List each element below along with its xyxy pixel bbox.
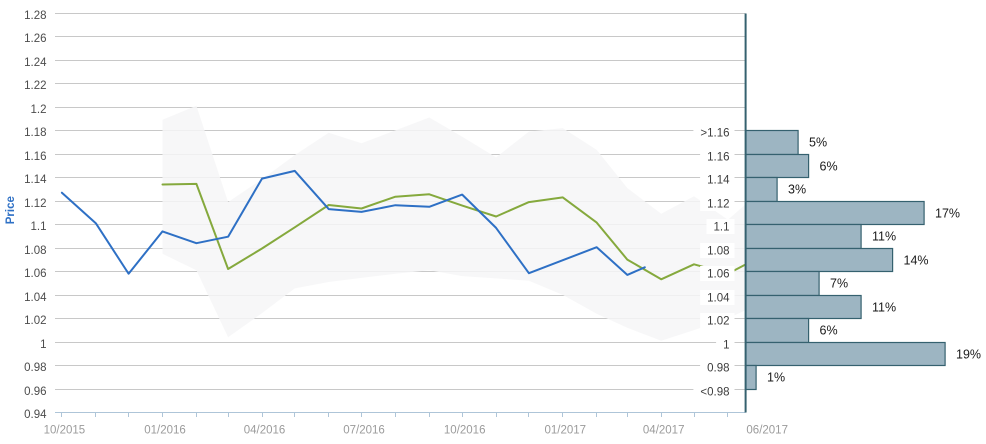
- svg-text:19%: 19%: [956, 347, 981, 361]
- svg-text:07/2016: 07/2016: [343, 425, 385, 437]
- svg-text:6%: 6%: [820, 159, 838, 173]
- svg-text:17%: 17%: [935, 206, 960, 220]
- svg-text:1.12: 1.12: [707, 198, 729, 210]
- svg-text:01/2016: 01/2016: [144, 425, 186, 437]
- svg-text:6%: 6%: [820, 323, 838, 337]
- svg-text:1.08: 1.08: [707, 245, 729, 257]
- svg-text:1.26: 1.26: [24, 33, 46, 45]
- svg-text:Price: Price: [5, 196, 17, 224]
- svg-text:1.28: 1.28: [24, 10, 46, 22]
- svg-text:1%: 1%: [767, 370, 785, 384]
- svg-text:5%: 5%: [809, 135, 827, 149]
- svg-text:1.04: 1.04: [707, 292, 730, 304]
- svg-text:1: 1: [40, 339, 46, 351]
- svg-text:1.08: 1.08: [24, 245, 46, 257]
- svg-text:0.98: 0.98: [707, 362, 729, 374]
- svg-text:7%: 7%: [830, 276, 848, 290]
- svg-text:14%: 14%: [904, 253, 929, 267]
- svg-text:0.94: 0.94: [24, 409, 47, 421]
- svg-text:1.14: 1.14: [707, 174, 730, 186]
- svg-text:1.16: 1.16: [24, 151, 46, 163]
- svg-text:1.1: 1.1: [714, 221, 730, 233]
- svg-text:1.16: 1.16: [707, 151, 729, 163]
- svg-text:0.98: 0.98: [24, 362, 46, 374]
- svg-text:1.24: 1.24: [24, 57, 47, 69]
- svg-text:1.12: 1.12: [24, 198, 46, 210]
- svg-text:1.02: 1.02: [707, 315, 729, 327]
- svg-text:1.04: 1.04: [24, 292, 47, 304]
- svg-text:1.22: 1.22: [24, 80, 46, 92]
- svg-text:1.14: 1.14: [24, 174, 47, 186]
- svg-text:10/2015: 10/2015: [44, 425, 86, 437]
- svg-text:11%: 11%: [872, 229, 896, 243]
- svg-text:10/2016: 10/2016: [444, 425, 486, 437]
- svg-text:3%: 3%: [788, 182, 806, 196]
- svg-text:1.02: 1.02: [24, 315, 46, 327]
- svg-text:11%: 11%: [872, 300, 896, 314]
- svg-text:01/2017: 01/2017: [545, 425, 587, 437]
- svg-text:<0.98: <0.98: [700, 386, 729, 398]
- svg-text:0.96: 0.96: [24, 386, 46, 398]
- svg-text:1.18: 1.18: [24, 127, 46, 139]
- svg-text:04/2016: 04/2016: [244, 425, 286, 437]
- svg-text:04/2017: 04/2017: [643, 425, 685, 437]
- svg-text:1.1: 1.1: [31, 221, 47, 233]
- svg-text:1.06: 1.06: [707, 268, 729, 280]
- svg-text:06/2017: 06/2017: [746, 425, 788, 437]
- svg-text:1.06: 1.06: [24, 268, 46, 280]
- svg-text:1: 1: [723, 339, 729, 351]
- svg-text:>1.16: >1.16: [700, 127, 729, 139]
- svg-text:1.2: 1.2: [31, 104, 47, 116]
